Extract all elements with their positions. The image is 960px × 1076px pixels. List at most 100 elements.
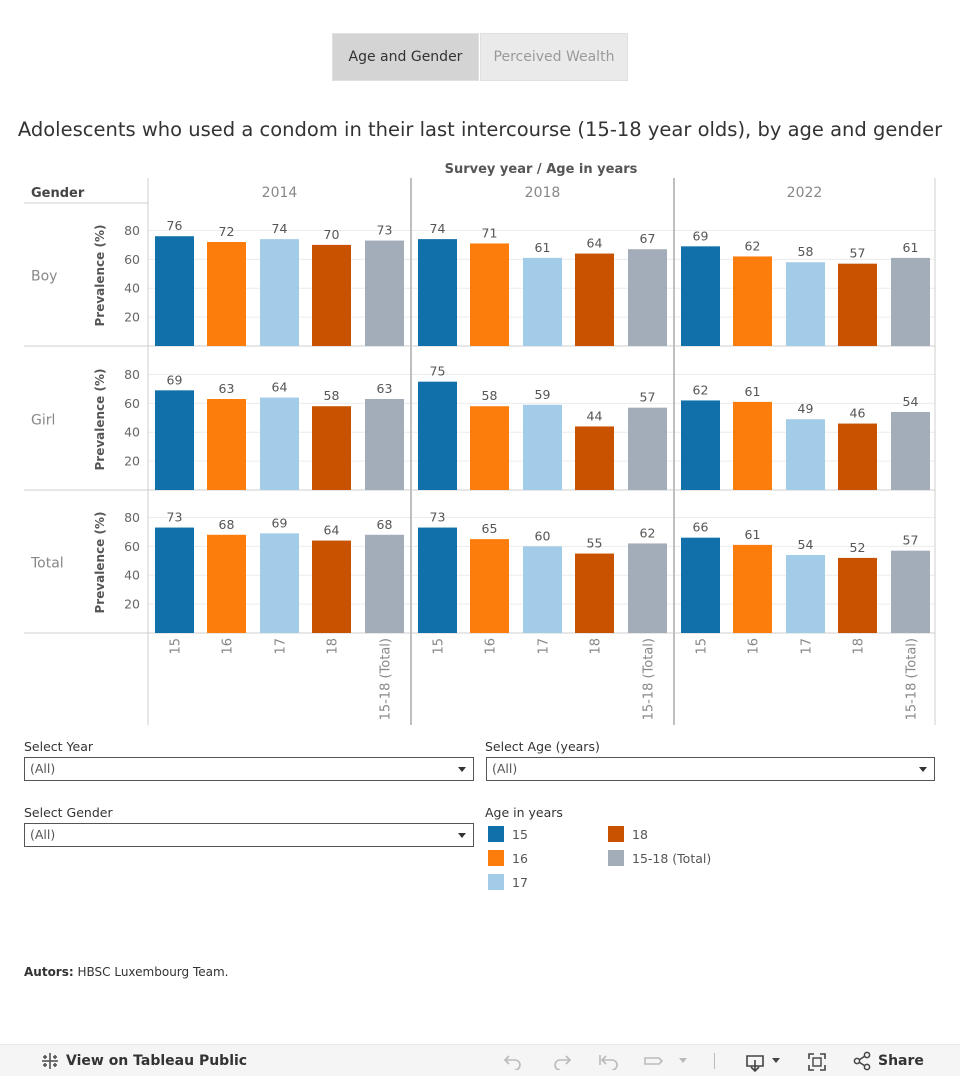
authors-text: HBSC Luxembourg Team. [77,965,229,979]
share-icon [853,1051,871,1071]
legend-label: 16 [512,850,528,866]
bar-boy-2022-16 [733,256,772,346]
legend-label: 15-18 (Total) [632,850,712,866]
data-label: 61 [535,240,551,255]
select-year-label: Select Year [24,739,94,754]
data-label: 68 [377,517,393,532]
data-label: 62 [745,238,761,253]
bar-girl-2022-15-18-total- [891,412,930,490]
toolbar-separator [714,1053,715,1069]
bar-girl-2022-15 [681,400,720,490]
bar-boy-2022-18 [838,263,877,346]
y-tick-label: 40 [124,568,140,583]
data-label: 55 [587,536,603,551]
data-label: 54 [903,394,919,409]
revert-icon[interactable] [598,1052,620,1070]
data-label: 44 [587,408,603,423]
row-header: Gender [31,186,85,201]
tableau-logo-icon [42,1053,58,1069]
x-tick-label: 15-18 (Total) [642,638,657,720]
undo-icon[interactable] [503,1052,523,1070]
bar-boy-2018-15 [418,239,457,346]
y-tick-label: 20 [124,310,140,325]
legend-item-17[interactable]: 17 [488,874,528,890]
gender-label-girl: Girl [31,413,55,429]
data-label: 49 [798,401,814,416]
refresh-chevron-down-icon[interactable] [678,1057,688,1065]
chart-title: Adolescents who used a condom in their l… [17,118,943,141]
x-tick-label: 15-18 (Total) [379,638,394,720]
data-label: 76 [167,218,183,233]
chevron-down-icon [458,833,466,838]
tab-perceived-wealth[interactable]: Perceived Wealth [480,33,628,81]
data-label: 64 [272,380,288,395]
share-label: Share [878,1053,924,1069]
bar-total-2022-18 [838,557,877,633]
select-age-value: (All) [492,761,518,776]
select-gender-dropdown[interactable]: (All) [24,823,474,847]
x-tick-label: 16 [747,638,762,655]
bar-total-2014-18 [312,540,351,633]
download-icon[interactable] [744,1052,766,1072]
data-label: 70 [324,227,340,242]
y-tick-label: 80 [124,510,140,525]
data-label: 71 [482,225,498,240]
select-age-label: Select Age (years) [485,739,600,754]
legend-swatch [608,826,624,842]
legend-item-18[interactable]: 18 [608,826,648,842]
view-on-tableau-public-link[interactable]: View on Tableau Public [40,1051,247,1071]
y-tick-label: 40 [124,425,140,440]
data-label: 64 [587,236,603,251]
bar-girl-2014-15-18-total- [365,399,404,490]
tab-age-and-gender[interactable]: Age and Gender [332,33,479,81]
data-label: 58 [798,244,814,259]
bar-total-2018-18 [575,553,614,633]
bar-girl-2014-15 [155,390,194,490]
data-label: 59 [535,387,551,402]
share-button[interactable]: Share [852,1051,924,1071]
select-year-dropdown[interactable]: (All) [24,757,474,781]
download-chevron-down-icon[interactable] [771,1057,781,1065]
bar-total-2022-16 [733,544,772,633]
data-label: 72 [219,224,235,239]
x-tick-label: 15 [432,638,447,655]
data-label: 68 [219,517,235,532]
data-label: 73 [377,223,393,238]
fullscreen-icon[interactable] [807,1052,827,1072]
year-header-2014: 2014 [262,185,298,201]
select-year-value: (All) [30,761,56,776]
x-tick-label: 18 [852,638,867,655]
x-tick-label: 16 [484,638,499,655]
data-label: 69 [272,515,288,530]
data-label: 61 [745,527,761,542]
data-label: 73 [167,510,183,525]
data-label: 63 [219,381,235,396]
data-label: 57 [640,390,656,405]
data-label: 69 [167,372,183,387]
x-tick-label: 15-18 (Total) [905,638,920,720]
data-label: 66 [693,520,709,535]
legend-label: 18 [632,826,648,842]
x-tick-label: 15 [169,638,184,655]
select-age-dropdown[interactable]: (All) [486,757,935,781]
gender-label-total: Total [30,556,64,572]
x-tick-label: 18 [589,638,604,655]
bar-total-2022-15-18-total- [891,550,930,633]
bar-girl-2022-17 [786,419,825,490]
refresh-icon[interactable] [643,1052,665,1070]
bar-boy-2014-18 [312,244,351,346]
bar-girl-2014-17 [260,397,299,490]
legend-swatch [608,850,624,866]
legend-item-total[interactable]: 15-18 (Total) [608,850,711,866]
legend-label: 15 [512,826,528,842]
redo-icon[interactable] [552,1052,572,1070]
y-tick-label: 80 [124,223,140,238]
legend-item-16[interactable]: 16 [488,850,528,866]
legend-item-15[interactable]: 15 [488,826,528,842]
bar-total-2018-16 [470,539,509,633]
y-axis-label: Prevalence (%) [93,512,107,614]
bar-boy-2014-17 [260,239,299,346]
bar-girl-2014-16 [207,399,246,490]
legend-title: Age in years [485,805,563,820]
